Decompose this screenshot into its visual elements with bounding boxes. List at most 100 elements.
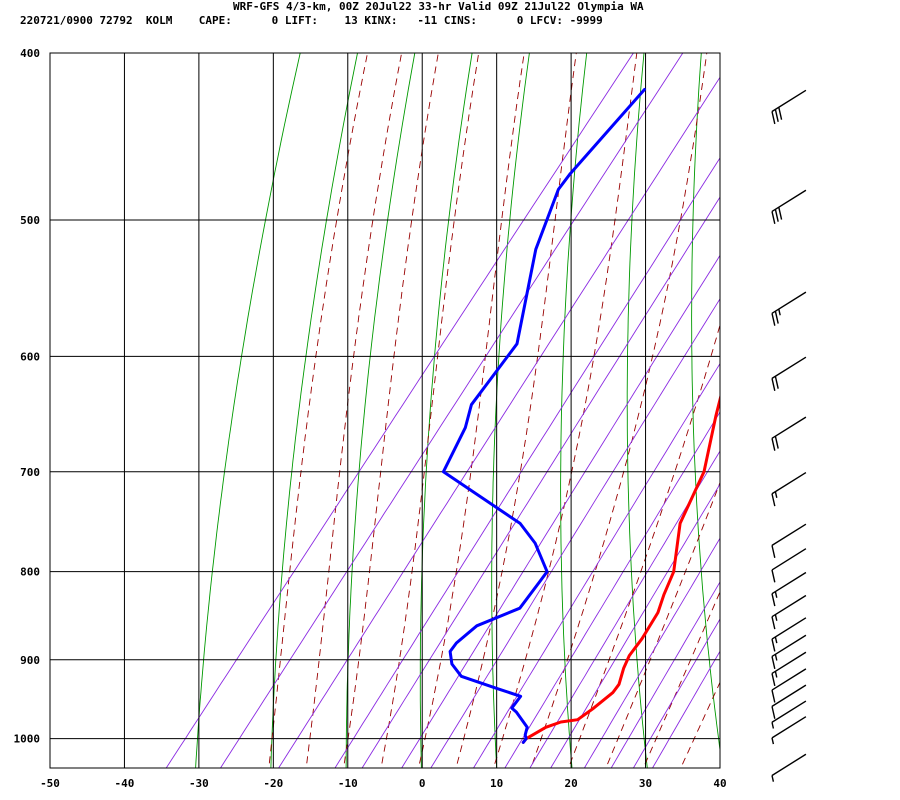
- x-tick-label: 20: [564, 777, 577, 790]
- wind-barb: [771, 189, 807, 224]
- wind-barb-shaft: [771, 523, 807, 546]
- mixing-ratio-line: [334, 157, 720, 768]
- wind-barb-feather: [774, 311, 779, 324]
- wind-barb-feather: [771, 593, 776, 607]
- wind-barb-shaft: [771, 471, 807, 495]
- wind-barb-shaft: [771, 716, 807, 739]
- moist-adiabat: [568, 323, 720, 768]
- wind-barb-feather: [771, 378, 776, 391]
- wind-barb: [771, 89, 807, 125]
- y-tick-label: 900: [20, 654, 40, 667]
- moist-adiabat: [343, 53, 439, 768]
- moist-adiabat: [717, 762, 720, 768]
- wind-barb-feather: [774, 109, 779, 122]
- mixing-ratio-line: [401, 254, 720, 768]
- dry-adiabat: [195, 53, 301, 768]
- wind-barb-feather: [771, 673, 776, 687]
- wind-barb-feather: [771, 569, 776, 583]
- wind-barb: [771, 416, 807, 451]
- x-tick-label: 40: [713, 777, 726, 790]
- mixing-ratio-line: [651, 650, 720, 768]
- wind-barb: [771, 571, 807, 607]
- dry-adiabat: [691, 53, 720, 754]
- wind-barb-shaft: [771, 668, 807, 691]
- mixing-ratio-line: [361, 196, 720, 768]
- dry-adiabat: [270, 53, 358, 768]
- wind-barb-half-feather: [778, 308, 781, 316]
- wind-barb-shaft: [771, 89, 807, 113]
- wind-barb-feather: [771, 313, 776, 326]
- dry-adiabat: [419, 53, 473, 768]
- moist-adiabat: [493, 53, 638, 768]
- wind-barb-shaft: [771, 594, 807, 618]
- wind-barb: [771, 548, 807, 583]
- wind-barb: [771, 471, 807, 507]
- wind-barb-feather: [774, 209, 779, 222]
- wind-barb-half-feather: [774, 491, 778, 498]
- wind-barb-feather: [771, 638, 776, 652]
- x-tick-label: 0: [419, 777, 426, 790]
- dry-adiabat: [873, 15, 900, 776]
- moist-adiabat: [642, 590, 720, 768]
- x-axis-ticks: -50 -40 -30 -20 -10 0 10 20 30 40: [40, 777, 727, 790]
- wind-barb-shaft: [771, 753, 807, 777]
- mixing-ratio-line: [632, 618, 720, 768]
- wind-barb-shaft: [771, 571, 807, 595]
- wind-barb-half-feather: [774, 671, 778, 678]
- mixing-ratio-line: [550, 483, 720, 768]
- wind-barb-shaft: [771, 189, 807, 213]
- moist-adiabat: [680, 681, 720, 768]
- mixing-ratio-line: [529, 450, 720, 768]
- wind-barb-shaft: [771, 291, 807, 314]
- wind-barb-shaft: [771, 617, 807, 640]
- moist-adiabat: [530, 53, 708, 768]
- wind-barb-feather: [778, 207, 783, 220]
- mixing-ratio-line: [504, 411, 720, 768]
- thermodynamic-background: [165, 15, 900, 776]
- wind-barb-half-feather: [774, 654, 778, 661]
- mixing-ratio-line: [165, 53, 634, 768]
- temperature-profile: [521, 393, 720, 744]
- moist-adiabat: [305, 53, 403, 768]
- dewpoint-profile: [441, 88, 646, 744]
- mixing-ratio-line: [430, 298, 720, 768]
- y-tick-label: 1000: [14, 733, 41, 746]
- wind-barb-feather: [774, 436, 779, 449]
- wind-barb: [771, 356, 807, 391]
- x-tick-label: 10: [490, 777, 503, 790]
- wind-barb-feather: [771, 616, 776, 630]
- wind-barb-feather: [771, 438, 776, 451]
- dry-adiabat: [560, 53, 588, 768]
- wind-barb-half-feather: [771, 775, 775, 782]
- wind-barb-half-feather: [774, 614, 778, 621]
- chart-title: WRF-GFS 4/3-km, 00Z 20Jul22 33-hr Valid …: [233, 0, 644, 13]
- plot-frame: [49, 52, 721, 769]
- x-tick-label: -30: [189, 777, 209, 790]
- moist-adiabat: [605, 481, 720, 768]
- wind-barb-feather: [778, 107, 783, 120]
- wind-barb-half-feather: [774, 591, 778, 598]
- wind-barb-shaft: [771, 634, 807, 658]
- y-tick-label: 500: [20, 214, 40, 227]
- wind-barb-half-feather: [774, 636, 778, 644]
- y-tick-label: 400: [20, 47, 40, 60]
- x-tick-label: -20: [263, 777, 283, 790]
- mixing-ratio-line: [472, 362, 720, 768]
- dry-adiabat: [815, 15, 875, 776]
- mixing-ratio-line: [219, 53, 684, 768]
- x-tick-label: -40: [115, 777, 135, 790]
- wind-barb-feather: [771, 211, 776, 224]
- wind-barb-shaft: [771, 684, 807, 707]
- dry-adiabat: [626, 53, 648, 768]
- wind-barb-feather: [771, 545, 776, 558]
- wind-barb: [771, 700, 807, 729]
- x-tick-label: 30: [639, 777, 652, 790]
- y-tick-label: 600: [20, 350, 40, 363]
- wind-barb-shaft: [771, 548, 807, 571]
- wind-barb: [771, 753, 807, 782]
- wind-barb-half-feather: [771, 722, 775, 729]
- wind-barb: [771, 684, 807, 719]
- y-axis-ticks: 400 500 600 700 800 900 1000: [14, 47, 41, 746]
- wind-barb-shaft: [771, 416, 807, 439]
